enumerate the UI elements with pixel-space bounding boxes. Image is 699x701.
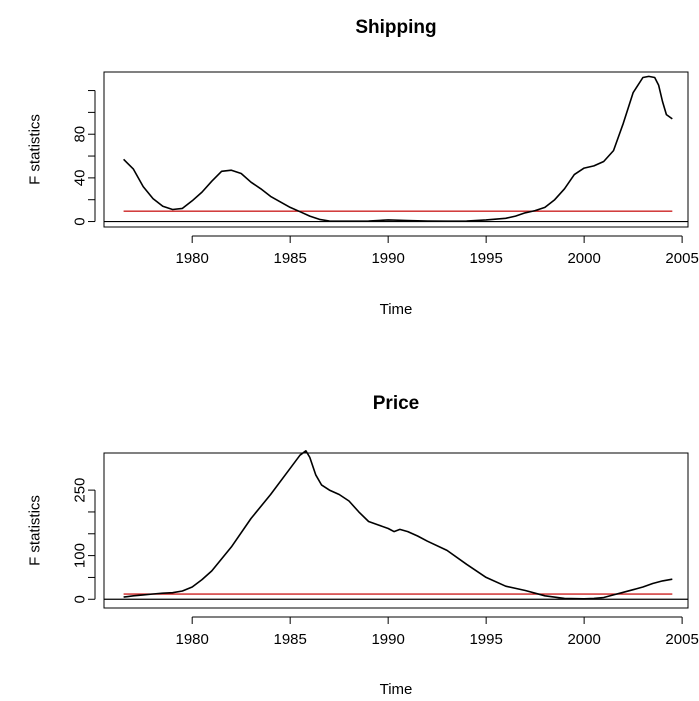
chart-shipping: Shipping 1980 1985 1990 1995 2000 2005 0 40 80 Tim… xyxy=(27,17,699,318)
x-tick-label: 1990 xyxy=(371,250,404,267)
x-axis: 1980 1985 1990 1995 2000 2005 xyxy=(176,235,699,267)
y-axis-label: F statistics xyxy=(27,114,44,185)
y-tick-label: 80 xyxy=(72,126,89,143)
chart-title: Shipping xyxy=(355,17,436,38)
x-tick-label: 1985 xyxy=(273,631,306,648)
x-axis-label: Time xyxy=(380,301,413,318)
x-tick-label: 1985 xyxy=(273,250,306,267)
x-tick-label: 2000 xyxy=(567,631,600,648)
x-axis-label: Time xyxy=(380,681,413,698)
plot-frame xyxy=(103,452,689,609)
chart-price: Price 1980 1985 1990 1995 2000 2005 0 100 250 Time… xyxy=(27,393,699,698)
series-line xyxy=(123,450,673,600)
x-axis: 1980 1985 1990 1995 2000 2005 xyxy=(176,616,699,648)
x-tick-label: 2000 xyxy=(567,250,600,267)
x-tick-label: 2005 xyxy=(665,250,698,267)
x-tick-label: 2005 xyxy=(665,631,698,648)
x-tick-label: 1980 xyxy=(176,250,209,267)
y-tick-label: 0 xyxy=(72,217,89,225)
y-axis: 0 100 250 xyxy=(72,478,96,603)
y-tick-label: 40 xyxy=(72,170,89,187)
y-tick-label: 250 xyxy=(72,478,89,503)
x-tick-label: 1980 xyxy=(176,631,209,648)
x-tick-label: 1990 xyxy=(371,631,404,648)
y-axis: 0 40 80 xyxy=(72,90,96,226)
y-axis-label: F statistics xyxy=(27,495,44,566)
series-line xyxy=(123,75,673,222)
plot-frame xyxy=(103,71,689,228)
y-tick-label: 100 xyxy=(72,543,89,568)
x-tick-label: 1995 xyxy=(469,631,502,648)
x-tick-label: 1995 xyxy=(469,250,502,267)
y-tick-label: 0 xyxy=(72,595,89,603)
chart-title: Price xyxy=(373,393,419,414)
